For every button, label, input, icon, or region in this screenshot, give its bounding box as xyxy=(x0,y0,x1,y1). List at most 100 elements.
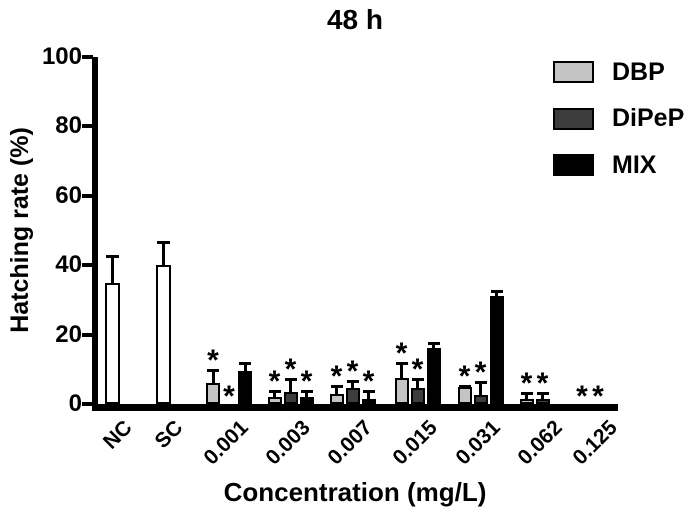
error-bar-cap xyxy=(300,390,313,394)
error-bar-cap xyxy=(207,369,219,373)
significance-asterisk: * xyxy=(330,359,343,393)
y-tick xyxy=(82,402,93,406)
error-bar-stem xyxy=(541,391,544,399)
error-bar-stem xyxy=(432,341,435,349)
error-bar-cap xyxy=(395,362,408,366)
y-tick xyxy=(82,193,93,198)
significance-asterisk: * xyxy=(362,365,375,399)
x-tick-label: 0.003 xyxy=(261,416,315,470)
significance-asterisk: * xyxy=(268,365,281,399)
legend-swatch-icon xyxy=(553,107,594,130)
legend-label: DBP xyxy=(612,57,665,86)
x-tick-label: 0.062 xyxy=(513,416,567,470)
bar-DiPeP-0.031 xyxy=(473,395,488,404)
error-bar-cap xyxy=(284,377,297,381)
significance-asterisk: * xyxy=(576,380,588,413)
bar-DBP-0.003 xyxy=(267,397,282,404)
y-tick xyxy=(82,55,93,59)
bar-DBP-0.062 xyxy=(519,398,534,404)
bar-DiPeP-0.062 xyxy=(535,398,550,404)
x-tick-label: 0.015 xyxy=(388,416,442,470)
y-tick-label: 60 xyxy=(55,181,82,209)
legend-item-dbp: DBP xyxy=(553,57,665,86)
bar-MIX-0.007 xyxy=(361,398,376,404)
error-bar-stem xyxy=(416,377,419,389)
y-tick xyxy=(82,263,93,268)
y-tick-label: 80 xyxy=(55,112,82,140)
x-tick-label: 0.125 xyxy=(568,416,623,470)
error-bar-cap xyxy=(474,381,487,385)
error-bar-cap xyxy=(427,341,440,345)
error-bar-stem xyxy=(335,384,338,394)
bar-NC xyxy=(104,282,120,404)
error-bar-cap xyxy=(268,390,281,394)
error-bar-stem xyxy=(305,390,308,398)
bar-DiPeP-0.015 xyxy=(410,388,425,404)
significance-asterisk: * xyxy=(395,337,408,371)
bar-SC xyxy=(155,265,171,404)
significance-asterisk: * xyxy=(520,366,533,400)
significance-asterisk: * xyxy=(411,352,424,386)
bar-DBP-0.015 xyxy=(394,377,409,404)
error-bar-stem xyxy=(479,381,482,396)
x-tick-label: SC xyxy=(150,416,188,453)
error-bar-cap xyxy=(490,289,503,293)
error-bar-stem xyxy=(289,377,292,392)
x-tick-label: 0.007 xyxy=(323,416,377,470)
error-bar-stem xyxy=(400,362,403,378)
y-tick xyxy=(82,124,93,129)
legend-swatch-icon xyxy=(553,154,594,176)
error-bar-cap xyxy=(105,254,119,258)
significance-asterisk: * xyxy=(474,356,487,390)
error-bar-stem xyxy=(367,390,370,399)
legend-swatch-icon xyxy=(553,61,594,83)
significance-asterisk: * xyxy=(536,366,549,400)
error-bar-cap xyxy=(536,391,549,395)
bar-MIX-0.015 xyxy=(426,348,441,404)
significance-asterisk: * xyxy=(223,380,235,413)
bar-MIX-0.003 xyxy=(299,397,314,404)
significance-asterisk: * xyxy=(207,344,219,378)
x-tick-label: NC xyxy=(98,416,137,454)
error-bar-stem xyxy=(211,369,215,384)
error-bar-stem xyxy=(243,362,247,372)
error-bar-stem xyxy=(495,289,498,297)
x-tick-label: 0.031 xyxy=(451,416,505,470)
significance-asterisk: * xyxy=(346,354,359,388)
legend-item-mix: MIX xyxy=(553,150,657,179)
y-tick-label: 20 xyxy=(55,320,82,348)
bar-DBP-0.007 xyxy=(329,393,344,404)
plot-inner: * * * * * * * * * * * * * * * * xyxy=(98,57,618,413)
error-bar-cap xyxy=(156,240,170,244)
x-axis-title: Concentration (mg/L) xyxy=(223,477,487,507)
bar-MIX-0.001 xyxy=(238,371,252,404)
error-bar-stem xyxy=(351,379,354,389)
bar-DiPeP-0.007 xyxy=(345,388,360,404)
legend-item-dipep: DiPeP xyxy=(553,104,685,132)
significance-asterisk: * xyxy=(284,352,297,386)
error-bar-cap xyxy=(411,377,424,381)
error-bar-stem xyxy=(110,254,114,283)
error-bar-stem xyxy=(161,240,165,266)
significance-asterisk: * xyxy=(592,380,604,413)
error-bar-cap xyxy=(239,362,251,366)
legend-label: MIX xyxy=(612,150,657,179)
y-tick-label: 100 xyxy=(41,43,82,70)
chart-title: 48 h xyxy=(326,4,384,35)
x-tick-label: 0.001 xyxy=(199,416,254,470)
y-tick-label: 40 xyxy=(55,251,82,279)
legend-label: DiPeP xyxy=(612,104,685,132)
bar-DBP-0.001 xyxy=(206,383,220,404)
bar-DiPeP-0.003 xyxy=(283,391,298,404)
error-bar-cap xyxy=(362,390,375,394)
error-bar-cap xyxy=(520,391,533,395)
y-axis-title: Hatching rate (%) xyxy=(6,127,34,333)
y-tick-label: 0 xyxy=(68,390,82,417)
error-bar-cap xyxy=(346,379,359,383)
error-bar-stem xyxy=(273,390,276,398)
significance-asterisk: * xyxy=(458,359,471,393)
bar-MIX-0.031 xyxy=(489,296,504,404)
error-bar-stem xyxy=(525,391,528,399)
significance-asterisk: * xyxy=(300,365,313,399)
